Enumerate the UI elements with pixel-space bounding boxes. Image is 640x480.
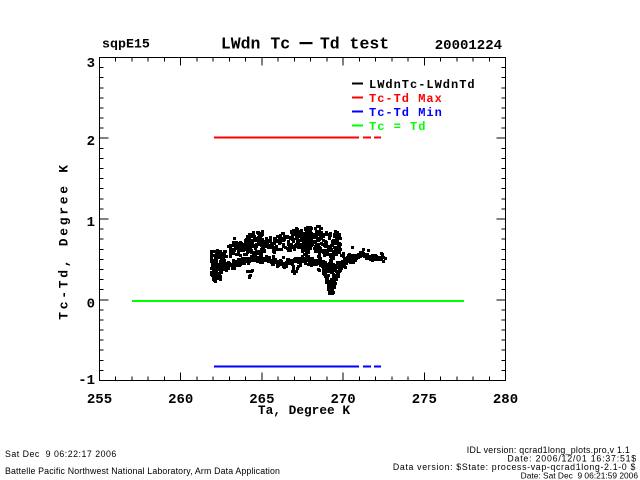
svg-text:Battelle Pacific Northwest Nat: Battelle Pacific Northwest National Labo…: [5, 466, 280, 476]
svg-text:280: 280: [493, 392, 518, 408]
svg-text:255: 255: [87, 392, 112, 408]
svg-text:260: 260: [168, 392, 193, 408]
svg-text:2: 2: [87, 134, 95, 150]
svg-text:3: 3: [87, 56, 95, 72]
svg-text:0: 0: [87, 296, 95, 312]
svg-text:Tc-Td, Degree K: Tc-Td, Degree K: [57, 162, 72, 320]
svg-text:sqpE15: sqpE15: [102, 37, 150, 52]
svg-text:Date: Sat Dec 9 06:21:59 2006: Date: Sat Dec 9 06:21:59 2006: [521, 471, 639, 480]
svg-text:LWdnTc-LWdnTd: LWdnTc-LWdnTd: [369, 78, 476, 92]
svg-text:270: 270: [330, 392, 355, 408]
svg-text:20001224: 20001224: [435, 38, 502, 54]
svg-text:1: 1: [87, 215, 95, 231]
svg-text:Date: 2006/12/01 16:37:51$: Date: 2006/12/01 16:37:51$: [507, 454, 637, 464]
svg-text:Ta, Degree K: Ta, Degree K: [258, 403, 350, 418]
svg-text:265: 265: [249, 392, 274, 408]
svg-text:IDL version: qcrad1long_plots.: IDL version: qcrad1long_plots.pro,v 1.1: [467, 445, 630, 455]
svg-text:Tc-Td Max: Tc-Td Max: [369, 92, 443, 106]
svg-text:-1: -1: [78, 373, 95, 389]
svg-text:275: 275: [412, 392, 437, 408]
svg-text:Data version: $State: process-: Data version: $State: process-vap-qcrad1…: [393, 462, 636, 472]
svg-text:Tc = Td: Tc = Td: [369, 120, 426, 134]
svg-text:Sat Dec 9 06:22:17 2006: Sat Dec 9 06:22:17 2006: [5, 449, 117, 459]
svg-text:Tc-Td Min: Tc-Td Min: [369, 106, 443, 120]
